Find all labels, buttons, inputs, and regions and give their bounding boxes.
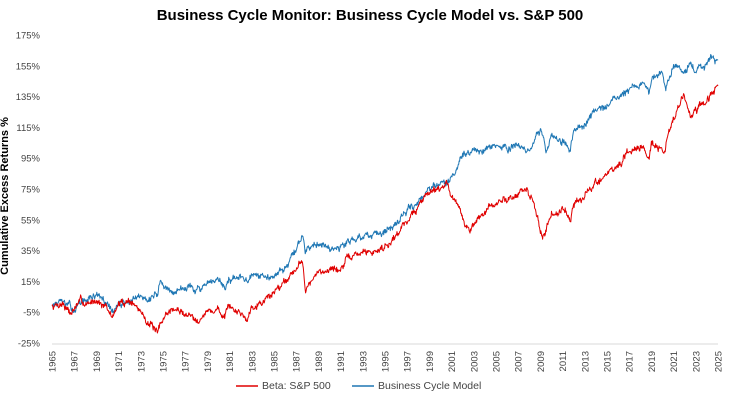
x-tick-label: 1997 (403, 351, 414, 372)
y-tick-label: 155% (16, 61, 41, 72)
x-tick-label: 1993 (358, 351, 369, 372)
x-tick-label: 1979 (203, 351, 214, 372)
legend-entry-sp500: Beta: S&P 500 (236, 380, 331, 392)
x-tick-label: 1981 (225, 351, 236, 372)
x-tick-label: 1975 (159, 351, 170, 372)
y-tick-label: -5% (23, 308, 40, 319)
x-tick-label: 2023 (691, 351, 702, 372)
x-tick-label: 2009 (536, 351, 547, 372)
y-tick-label: 135% (16, 92, 41, 103)
x-tick-label: 1983 (247, 351, 258, 372)
x-tick-label: 1995 (381, 351, 392, 372)
y-tick-label: 15% (21, 277, 41, 288)
series-line-sp500 (51, 84, 719, 334)
x-tick-label: 2005 (492, 351, 503, 372)
legend-label: Beta: S&P 500 (262, 380, 331, 392)
x-tick-label: 2003 (469, 351, 480, 372)
legend-label: Business Cycle Model (378, 380, 481, 392)
x-axis-ticks: 1965 1967 1969 1971 1973 1975 1977 1979 1981 1983… (48, 351, 725, 372)
y-tick-label: 35% (21, 246, 41, 257)
y-tick-label: 75% (21, 185, 41, 196)
y-axis-ticks: -25% -5% 15% 35% 55% 75% 95% 115% 135% 155% 175% (16, 31, 41, 350)
x-tick-label: 1977 (181, 351, 192, 372)
x-tick-label: 1969 (92, 351, 103, 372)
legend: Beta: S&P 500 Business Cycle Model (236, 380, 481, 392)
x-tick-label: 1989 (314, 351, 325, 372)
y-axis-label: Cumulative Excess Returns % (0, 117, 11, 275)
y-tick-label: 175% (16, 31, 41, 42)
legend-entry-business-cycle-model: Business Cycle Model (352, 380, 481, 392)
series-line-business-cycle-model (51, 54, 719, 314)
x-tick-label: 1971 (114, 351, 125, 372)
x-tick-label: 1985 (270, 351, 281, 372)
x-tick-label: 1987 (292, 351, 303, 372)
x-tick-label: 2021 (669, 351, 680, 372)
x-tick-label: 1973 (136, 351, 147, 372)
series-layer (51, 54, 719, 334)
y-tick-label: 95% (21, 154, 41, 165)
x-tick-label: 2007 (514, 351, 525, 372)
x-tick-label: 2015 (603, 351, 614, 372)
x-tick-label: 1967 (70, 351, 81, 372)
x-tick-label: 2019 (647, 351, 658, 372)
y-tick-label: 55% (21, 215, 41, 226)
y-tick-label: 115% (16, 123, 40, 134)
chart-title: Business Cycle Monitor: Business Cycle M… (157, 7, 584, 24)
x-tick-label: 2011 (558, 351, 569, 371)
x-tick-label: 2001 (447, 351, 458, 372)
x-tick-label: 2017 (625, 351, 636, 372)
x-tick-label: 1965 (48, 351, 59, 372)
y-tick-label: -25% (18, 339, 41, 350)
x-tick-label: 2025 (714, 351, 725, 372)
x-tick-label: 1999 (425, 351, 436, 372)
x-tick-label: 1991 (336, 351, 347, 372)
x-tick-label: 2013 (580, 351, 591, 372)
